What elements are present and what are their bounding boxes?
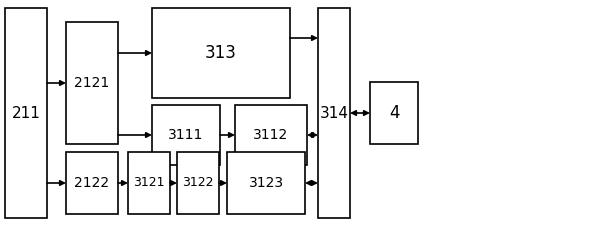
Text: 314: 314 xyxy=(320,106,349,121)
Bar xyxy=(128,152,170,214)
Text: 3122: 3122 xyxy=(182,177,214,190)
Text: 2122: 2122 xyxy=(74,176,109,190)
Text: 3123: 3123 xyxy=(248,176,283,190)
Bar xyxy=(318,8,350,218)
Text: 2121: 2121 xyxy=(74,76,109,90)
Text: 4: 4 xyxy=(389,104,399,122)
Bar xyxy=(177,152,219,214)
Text: 3121: 3121 xyxy=(133,177,165,190)
Text: 211: 211 xyxy=(11,106,40,121)
Bar xyxy=(152,8,290,98)
Bar xyxy=(227,152,305,214)
Bar xyxy=(66,22,118,144)
Bar xyxy=(152,105,220,165)
Bar xyxy=(370,82,418,144)
Text: 3112: 3112 xyxy=(253,128,289,142)
Text: 3111: 3111 xyxy=(169,128,204,142)
Bar xyxy=(235,105,307,165)
Text: 313: 313 xyxy=(205,44,237,62)
Bar xyxy=(5,8,47,218)
Bar xyxy=(66,152,118,214)
